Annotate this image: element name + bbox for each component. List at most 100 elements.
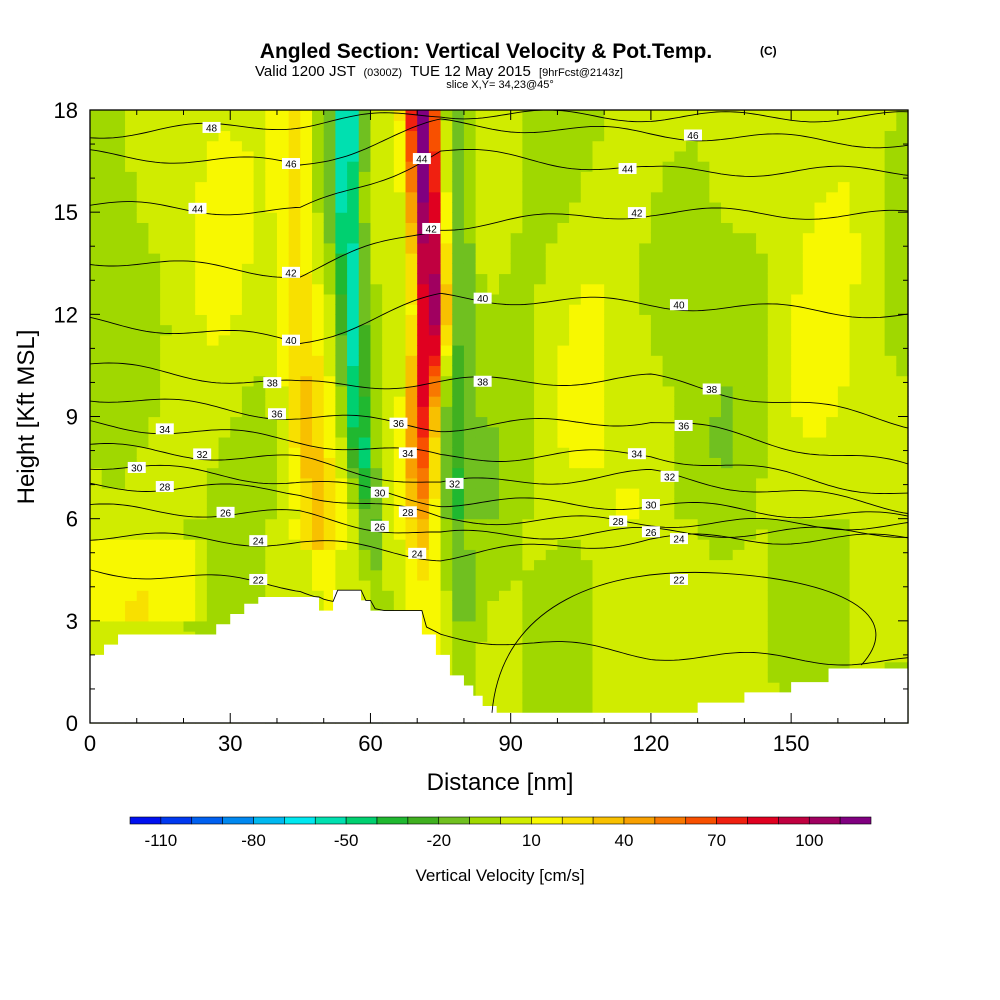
velocity-cell bbox=[639, 396, 652, 407]
velocity-cell bbox=[849, 293, 862, 305]
velocity-cell bbox=[639, 130, 652, 142]
velocity-cell bbox=[709, 692, 722, 704]
velocity-cell bbox=[241, 416, 255, 428]
velocity-cell bbox=[510, 559, 523, 571]
velocity-cell bbox=[440, 212, 453, 223]
velocity-cell bbox=[230, 518, 243, 530]
colorbar-swatch bbox=[222, 816, 254, 825]
contour-label: 42 bbox=[426, 224, 438, 235]
velocity-cell bbox=[90, 191, 103, 203]
velocity-cell bbox=[674, 324, 687, 336]
velocity-cell bbox=[417, 569, 430, 581]
velocity-cell bbox=[510, 416, 523, 428]
velocity-cell bbox=[230, 212, 243, 223]
velocity-cell bbox=[463, 110, 477, 121]
velocity-cell bbox=[230, 447, 243, 458]
velocity-cell bbox=[288, 426, 301, 438]
velocity-cell bbox=[592, 488, 605, 499]
velocity-cell bbox=[428, 406, 442, 418]
velocity-cell bbox=[160, 150, 173, 162]
velocity-cell bbox=[171, 416, 185, 428]
velocity-cell bbox=[90, 283, 103, 295]
velocity-cell bbox=[627, 631, 640, 642]
velocity-cell bbox=[125, 150, 138, 162]
velocity-cell bbox=[779, 232, 792, 244]
velocity-cell bbox=[615, 488, 629, 499]
velocity-cell bbox=[721, 631, 734, 642]
velocity-cell bbox=[417, 375, 430, 387]
velocity-cell bbox=[557, 528, 570, 540]
velocity-cell bbox=[650, 447, 664, 458]
velocity-cell bbox=[522, 263, 535, 275]
velocity-cell bbox=[744, 161, 757, 172]
velocity-cell bbox=[90, 355, 103, 367]
velocity-cell bbox=[312, 304, 325, 315]
velocity-cell bbox=[884, 436, 897, 448]
velocity-cell bbox=[253, 283, 266, 295]
velocity-cell bbox=[756, 549, 769, 561]
velocity-cell bbox=[148, 498, 161, 510]
velocity-cell bbox=[685, 579, 699, 591]
contour-label-box bbox=[193, 448, 212, 460]
velocity-cell bbox=[662, 539, 675, 550]
velocity-cell bbox=[370, 212, 383, 223]
velocity-cell bbox=[615, 212, 629, 223]
velocity-cell bbox=[276, 283, 290, 295]
velocity-cell bbox=[697, 232, 710, 244]
velocity-cell bbox=[849, 283, 862, 295]
velocity-cell bbox=[884, 130, 897, 142]
velocity-cell bbox=[627, 406, 640, 418]
velocity-cell bbox=[674, 191, 687, 203]
velocity-cell bbox=[861, 610, 874, 622]
velocity-cell bbox=[802, 242, 816, 254]
velocity-cell bbox=[195, 549, 208, 561]
velocity-cell bbox=[475, 324, 488, 336]
velocity-cell bbox=[218, 171, 231, 183]
velocity-cell bbox=[370, 508, 383, 520]
velocity-cell bbox=[241, 222, 255, 234]
velocity-cell bbox=[650, 457, 664, 469]
velocity-cell bbox=[826, 406, 839, 418]
velocity-cell bbox=[125, 498, 138, 510]
velocity-cell bbox=[136, 436, 150, 448]
velocity-cell bbox=[802, 273, 816, 285]
velocity-cell bbox=[90, 212, 103, 223]
velocity-cell bbox=[428, 181, 442, 193]
velocity-cell bbox=[802, 528, 816, 540]
velocity-cell bbox=[534, 283, 547, 295]
velocity-cell bbox=[136, 150, 150, 162]
velocity-cell bbox=[171, 242, 185, 254]
velocity-cell bbox=[756, 569, 769, 581]
velocity-cell bbox=[884, 661, 897, 673]
velocity-cell bbox=[195, 334, 208, 346]
velocity-cell bbox=[160, 130, 173, 142]
velocity-cell bbox=[592, 293, 605, 305]
velocity-cell bbox=[767, 477, 781, 489]
velocity-cell bbox=[592, 191, 605, 203]
velocity-cell bbox=[615, 120, 629, 132]
velocity-cell bbox=[347, 120, 360, 132]
velocity-cell bbox=[452, 498, 465, 510]
velocity-cell bbox=[779, 314, 792, 326]
velocity-cell bbox=[499, 569, 512, 581]
velocity-cell bbox=[721, 467, 734, 479]
velocity-cell bbox=[872, 304, 886, 315]
velocity-cell bbox=[779, 385, 792, 397]
velocity-cell bbox=[312, 140, 325, 152]
velocity-cell bbox=[861, 579, 874, 591]
velocity-cell bbox=[685, 232, 699, 244]
velocity-cell bbox=[136, 304, 150, 315]
velocity-cell bbox=[171, 293, 185, 305]
velocity-cell bbox=[405, 539, 418, 550]
velocity-cell bbox=[440, 579, 453, 591]
velocity-cell bbox=[487, 242, 500, 254]
velocity-cell bbox=[300, 181, 313, 193]
velocity-cell bbox=[569, 488, 582, 499]
velocity-cell bbox=[405, 314, 418, 326]
velocity-cell bbox=[884, 140, 897, 152]
velocity-cell bbox=[440, 426, 453, 438]
velocity-cell bbox=[347, 406, 360, 418]
velocity-cell bbox=[627, 416, 640, 428]
velocity-cell bbox=[837, 293, 851, 305]
velocity-cell bbox=[826, 181, 839, 193]
